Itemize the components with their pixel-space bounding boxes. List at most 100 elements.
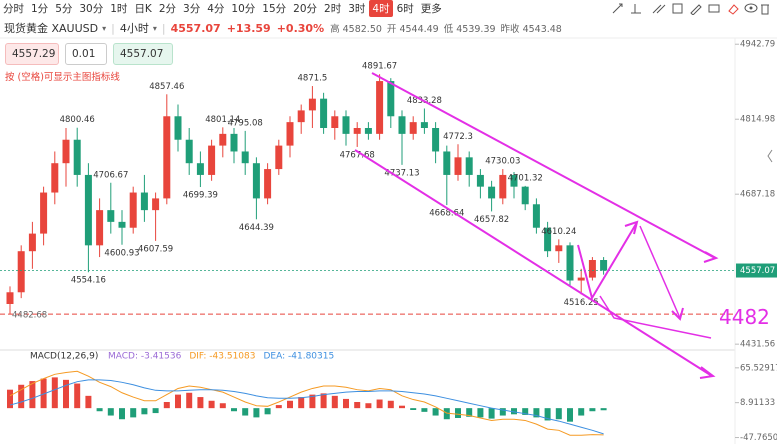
- macd-bar: [589, 408, 596, 412]
- macd-bar: [466, 408, 473, 417]
- lot[interactable]: 0.01: [65, 43, 107, 65]
- candle-body: [219, 133, 227, 146]
- arrow-head: [624, 220, 639, 235]
- candle-body: [62, 139, 70, 164]
- timeframe-button[interactable]: 分时: [3, 2, 24, 15]
- y-tick-label: 8.91133: [740, 398, 775, 408]
- timeframe-button[interactable]: 6时: [396, 2, 414, 15]
- macd-bar: [163, 402, 170, 409]
- price: 4557.07: [170, 21, 221, 35]
- candle-body: [432, 128, 440, 152]
- macd-bar: [331, 395, 338, 409]
- macd-bar: [309, 394, 316, 409]
- timeframe-button[interactable]: 3时: [348, 2, 366, 15]
- channel-upper: [371, 72, 716, 259]
- annotation: 4482: [719, 305, 770, 329]
- macd-bar: [298, 397, 305, 409]
- timeframe-button[interactable]: 2分: [158, 2, 177, 15]
- candle-body: [566, 245, 574, 281]
- extreme-label: 4891.67: [362, 62, 397, 72]
- timeframe-button[interactable]: 1时: [110, 2, 128, 15]
- macd-bar: [544, 408, 551, 421]
- candle-body: [230, 133, 238, 152]
- timeframe-button[interactable]: 3分: [183, 2, 201, 15]
- timeframe-button[interactable]: 4分: [207, 2, 225, 15]
- macd-bar: [477, 408, 484, 418]
- candle-body: [588, 260, 596, 278]
- candle-body: [376, 81, 384, 134]
- macd-legend: DEA: -41.80315: [264, 352, 335, 362]
- collapse-button[interactable]: [767, 149, 773, 163]
- timeframe-button[interactable]: 20分: [293, 2, 318, 15]
- timeframe-button[interactable]: 1分: [31, 2, 49, 15]
- symbol[interactable]: 现货黄金 XAUUSD: [4, 22, 99, 35]
- y-tick-label: 4687.18: [740, 190, 775, 200]
- macd-bar: [264, 408, 271, 415]
- candle-body: [510, 174, 518, 187]
- candle-body: [297, 110, 305, 123]
- candle-body: [364, 128, 372, 134]
- candle-body: [342, 116, 350, 134]
- candle-body: [398, 116, 406, 134]
- y-tick-label: -47.76502: [740, 433, 777, 443]
- y-tick-label: 4942.79: [740, 40, 775, 50]
- candle-body: [252, 163, 260, 199]
- extreme-label: 4516.25: [564, 298, 599, 308]
- candle-body: [331, 116, 339, 128]
- candle-body: [409, 122, 417, 134]
- candle-body: [129, 192, 137, 228]
- macd-bar: [399, 405, 405, 409]
- timeframe-button[interactable]: 30分: [79, 2, 104, 15]
- ask[interactable]: 4557.07: [113, 43, 173, 65]
- extreme-label: 4706.67: [93, 170, 128, 180]
- timeframe-button[interactable]: 15分: [262, 2, 287, 15]
- macd-bar: [40, 378, 47, 409]
- candle-body: [152, 198, 160, 211]
- icons[interactable]: [611, 1, 771, 15]
- timeframe-button[interactable]: 5分: [55, 2, 73, 15]
- candle-body: [600, 260, 608, 271]
- macd-bar: [85, 395, 92, 409]
- candle-body: [185, 139, 193, 164]
- macd-bar: [343, 398, 349, 409]
- extreme-label: 4644.39: [239, 223, 274, 233]
- timeframe-button[interactable]: 2时: [324, 2, 342, 15]
- macd-bar: [387, 400, 394, 409]
- candle-body: [51, 163, 59, 193]
- macd-bar: [130, 408, 137, 418]
- timeframe-button[interactable]: 10分: [231, 2, 256, 15]
- candle-body: [163, 116, 171, 199]
- macd-bar: [275, 405, 282, 409]
- timeframe-button[interactable]: 日K: [134, 2, 152, 15]
- macd-bar: [522, 408, 529, 415]
- candle-body: [532, 204, 540, 228]
- macd-bar: [533, 408, 540, 418]
- stat: 昨收 4543.48: [500, 24, 562, 35]
- candle-body: [443, 151, 451, 175]
- path: [599, 295, 712, 339]
- bid[interactable]: 4557.29: [5, 43, 59, 65]
- change: +13.59: [226, 21, 271, 35]
- macd-bar: [231, 408, 237, 412]
- candle-body: [488, 186, 496, 199]
- change-pct: +0.30%: [276, 21, 325, 35]
- timeframe-button[interactable]: 更多: [420, 2, 442, 15]
- macd-bar: [7, 389, 13, 409]
- macd-bar: [511, 408, 517, 415]
- extreme-label: 4554.16: [71, 276, 106, 286]
- candle-body: [275, 145, 283, 170]
- macd-bar: [219, 403, 226, 409]
- macd-bar: [253, 408, 260, 418]
- candle-body: [6, 292, 14, 304]
- extreme-label: 4657.82: [474, 215, 509, 225]
- macd-bar: [74, 383, 81, 409]
- macd-bar: [443, 408, 450, 420]
- candle-body: [420, 122, 428, 128]
- y-tick-label: 65.52917: [740, 363, 777, 373]
- period[interactable]: 4小时: [119, 22, 149, 35]
- y-tick-label: 4814.98: [740, 115, 775, 125]
- timeframe-button[interactable]: 4时: [369, 0, 393, 17]
- candle-body: [577, 277, 585, 281]
- candle-body: [28, 233, 36, 252]
- candle-body: [454, 157, 462, 175]
